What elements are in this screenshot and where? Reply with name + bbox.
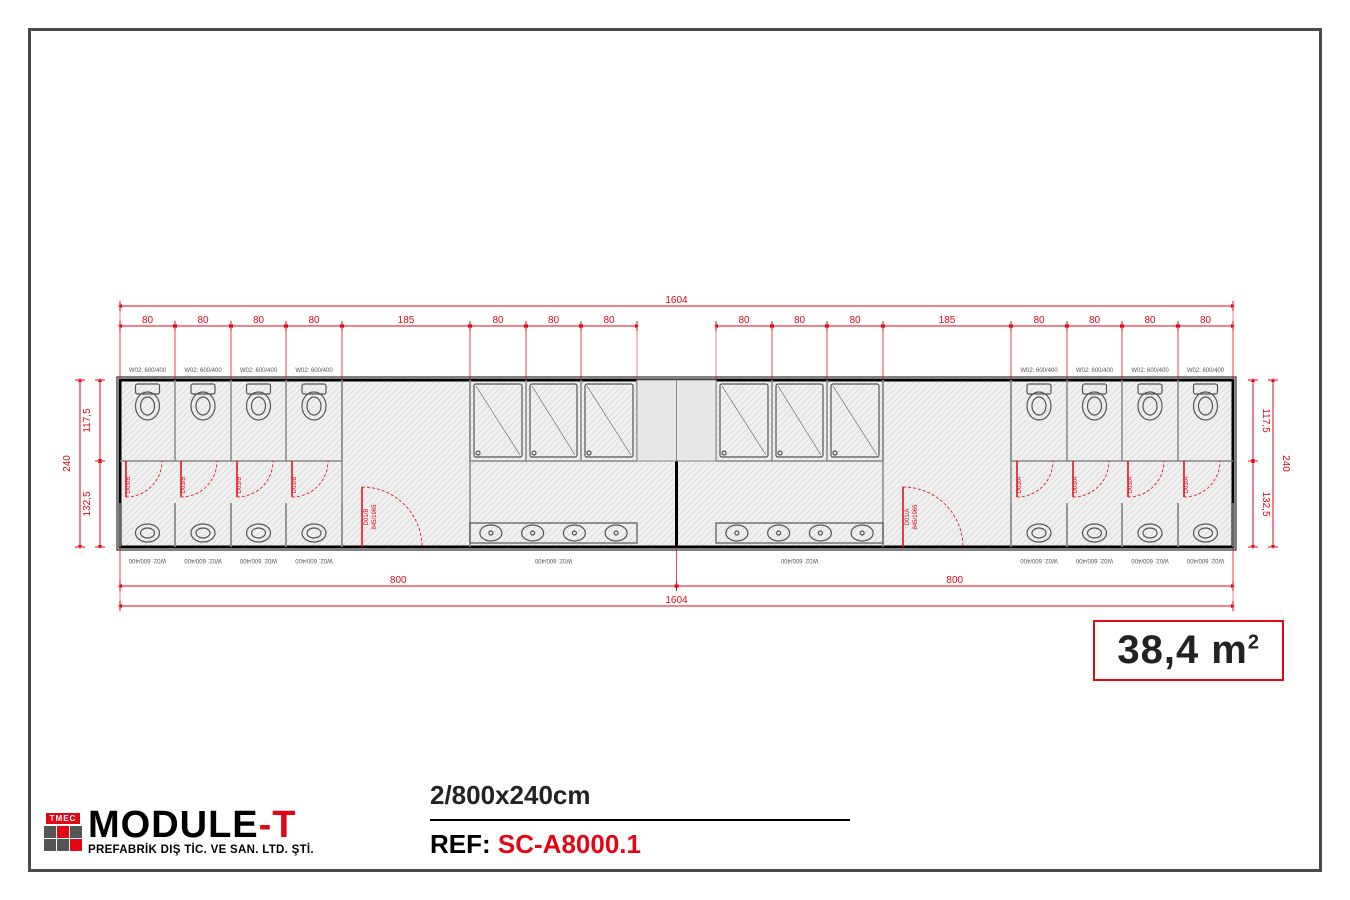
svg-text:80: 80 bbox=[142, 315, 154, 326]
svg-text:117,5: 117,5 bbox=[1260, 408, 1271, 433]
svg-text:W02: 600/400: W02: 600/400 bbox=[1131, 368, 1169, 374]
svg-text:W02: 600/400: W02: 600/400 bbox=[780, 557, 818, 563]
svg-text:W02: 600/400: W02: 600/400 bbox=[295, 368, 333, 374]
svg-text:W02: 600/400: W02: 600/400 bbox=[239, 557, 277, 563]
svg-text:132,5: 132,5 bbox=[82, 491, 93, 516]
svg-text:185: 185 bbox=[398, 315, 415, 326]
svg-text:80: 80 bbox=[794, 315, 806, 326]
svg-text:845/1965: 845/1965 bbox=[913, 504, 919, 530]
svg-text:W02: 600/400: W02: 600/400 bbox=[1020, 557, 1058, 563]
svg-text:W02: 600/400: W02: 600/400 bbox=[1186, 557, 1224, 563]
svg-text:80: 80 bbox=[197, 315, 209, 326]
svg-text:117,5: 117,5 bbox=[82, 408, 93, 433]
svg-text:D03/A: D03/A bbox=[1184, 477, 1190, 494]
svg-text:132,5: 132,5 bbox=[1260, 491, 1271, 516]
svg-text:240: 240 bbox=[1280, 455, 1291, 472]
svg-text:W02: 600/400: W02: 600/400 bbox=[129, 368, 167, 374]
svg-text:W02: 600/400: W02: 600/400 bbox=[295, 557, 333, 563]
svg-text:D03/A: D03/A bbox=[1017, 477, 1023, 494]
svg-text:185: 185 bbox=[939, 315, 956, 326]
svg-text:80: 80 bbox=[603, 315, 615, 326]
svg-text:W02: 600/400: W02: 600/400 bbox=[1020, 368, 1058, 374]
svg-text:800: 800 bbox=[946, 575, 963, 586]
svg-text:W02: 600/400: W02: 600/400 bbox=[240, 368, 278, 374]
svg-text:80: 80 bbox=[1200, 315, 1212, 326]
svg-text:D03/B: D03/B bbox=[126, 477, 132, 494]
svg-text:800: 800 bbox=[390, 575, 407, 586]
svg-text:D03/B: D03/B bbox=[292, 477, 298, 494]
floorplan: W02: 600/400 D03/B W02: 600/400 D03/B W02: 6… bbox=[50, 280, 1300, 640]
area-callout: 38,4 m2 bbox=[1093, 620, 1284, 681]
svg-text:80: 80 bbox=[492, 315, 504, 326]
svg-text:W02: 600/400: W02: 600/400 bbox=[184, 557, 222, 563]
svg-text:W02: 600/400: W02: 600/400 bbox=[184, 368, 222, 374]
svg-text:80: 80 bbox=[1033, 315, 1045, 326]
svg-text:1604: 1604 bbox=[665, 295, 688, 306]
svg-text:80: 80 bbox=[738, 315, 750, 326]
svg-text:D01/B: D01/B bbox=[364, 509, 370, 526]
svg-text:845/1965: 845/1965 bbox=[372, 504, 378, 530]
svg-text:W02: 600/400: W02: 600/400 bbox=[534, 557, 572, 563]
svg-text:D03/A: D03/A bbox=[1073, 477, 1079, 494]
svg-text:W02: 600/400: W02: 600/400 bbox=[1131, 557, 1169, 563]
svg-text:W02: 600/400: W02: 600/400 bbox=[1187, 368, 1225, 374]
svg-text:80: 80 bbox=[548, 315, 560, 326]
svg-text:D01/A: D01/A bbox=[905, 509, 911, 526]
svg-text:D03/A: D03/A bbox=[1128, 477, 1134, 494]
reference-code: REF: SC-A8000.1 bbox=[430, 829, 850, 860]
svg-text:240: 240 bbox=[62, 455, 73, 472]
svg-text:D03/B: D03/B bbox=[237, 477, 243, 494]
svg-text:80: 80 bbox=[308, 315, 320, 326]
svg-text:80: 80 bbox=[253, 315, 265, 326]
svg-text:80: 80 bbox=[1089, 315, 1101, 326]
svg-text:1604: 1604 bbox=[665, 595, 688, 606]
svg-text:D03/B: D03/B bbox=[181, 477, 187, 494]
svg-text:W02: 600/400: W02: 600/400 bbox=[1076, 368, 1114, 374]
brand-logo: TMEC MODULE-T PREFABRİK DIŞ TİC. VE SAN.… bbox=[44, 808, 314, 856]
svg-text:W02: 600/400: W02: 600/400 bbox=[128, 557, 166, 563]
module-dimensions: 2/800x240cm bbox=[430, 780, 850, 811]
spec-block: 2/800x240cm REF: SC-A8000.1 bbox=[430, 780, 850, 860]
svg-text:80: 80 bbox=[849, 315, 861, 326]
svg-text:W02: 600/400: W02: 600/400 bbox=[1075, 557, 1113, 563]
svg-text:80: 80 bbox=[1144, 315, 1156, 326]
